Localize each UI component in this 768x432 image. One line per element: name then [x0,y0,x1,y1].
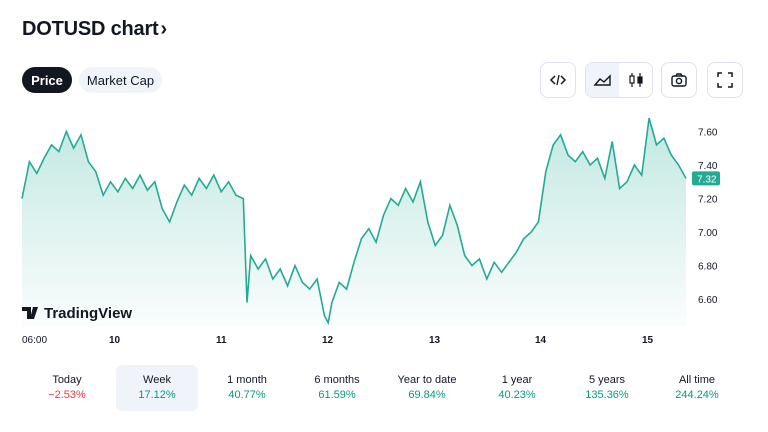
last-price-badge [692,171,720,186]
fullscreen-button[interactable] [707,62,743,98]
y-tick-label: 7.20 [698,195,718,206]
area-chart-icon [593,74,611,86]
period-5-years[interactable]: 5 years 135.36% [567,365,647,411]
y-tick-label: 7.00 [698,228,718,239]
period-label: All time [678,374,716,386]
period-change-value: −2.53% [48,389,86,401]
period-1-month[interactable]: 1 month 40.77% [207,365,287,411]
period-change-value: 40.77% [228,389,266,401]
price-line [21,117,687,325]
period-week[interactable]: Week 17.12% [116,365,198,411]
candlestick-icon [628,73,643,87]
page-title[interactable]: DOTUSD chart › [22,18,167,41]
period-label: Week [143,374,171,386]
tab-price[interactable]: Price [22,67,72,93]
y-tick-label: 6.60 [698,295,718,306]
tradingview-logo-mark [22,307,38,319]
x-tick-label: 13 [429,335,441,346]
period-label: Year to date [397,374,457,386]
period-today[interactable]: Today −2.53% [27,365,107,411]
y-tick-label: 7.40 [698,161,718,172]
chart-style-toggle [585,62,653,98]
price-area-fill [22,118,686,326]
last-price-label: 7.32 [697,174,717,185]
period-label: Today [52,374,82,386]
period-change-value: 61.59% [318,389,356,401]
x-tick-label: 15 [642,335,654,346]
code-icon [549,74,567,86]
period-label: 6 months [314,374,360,386]
y-tick-label: 7.60 [698,127,718,138]
snapshot-button[interactable] [661,62,697,98]
page-title-text: DOTUSD chart [22,18,159,40]
period-change-value: 244.24% [675,389,719,401]
embed-button[interactable] [540,62,576,98]
period-change-value: 135.36% [585,389,629,401]
x-tick-label: 11 [216,335,227,346]
period-label: 1 month [227,374,267,386]
tradingview-logo-text: TradingView [44,305,132,322]
camera-icon [671,73,687,87]
x-tick-label: 10 [109,335,121,346]
tradingview-logo[interactable]: TradingView [22,305,132,322]
period-change-value: 17.12% [138,389,176,401]
period-label: 1 year [501,374,533,386]
x-tick-label: 12 [322,335,334,346]
period-1-year[interactable]: 1 year 40.23% [477,365,557,411]
period-all-time[interactable]: All time 244.24% [657,365,737,411]
x-tick-label: 06:00 [22,335,47,346]
x-tick-label: 14 [535,335,547,346]
candlestick-button[interactable] [619,63,652,97]
area-chart-button[interactable] [586,63,619,97]
period-label: 5 years [588,374,626,386]
fullscreen-icon [717,72,733,88]
period-change-value: 40.23% [498,389,536,401]
tab-market-cap[interactable]: Market Cap [79,67,162,93]
chevron-right-icon: › [160,18,168,40]
price-chart[interactable]: 7.60 7.40 7.20 7.00 6.80 6.60 7.32 06:00 10 11 12… [0,100,768,350]
period-6-months[interactable]: 6 months 61.59% [297,365,377,411]
y-tick-label: 6.80 [698,262,718,273]
period-change-value: 69.84% [408,389,446,401]
performance-periods: Today −2.53% Week 17.12% 1 month 40.77% 6 mont… [0,365,768,411]
period-year-to-date[interactable]: Year to date 69.84% [387,365,467,411]
